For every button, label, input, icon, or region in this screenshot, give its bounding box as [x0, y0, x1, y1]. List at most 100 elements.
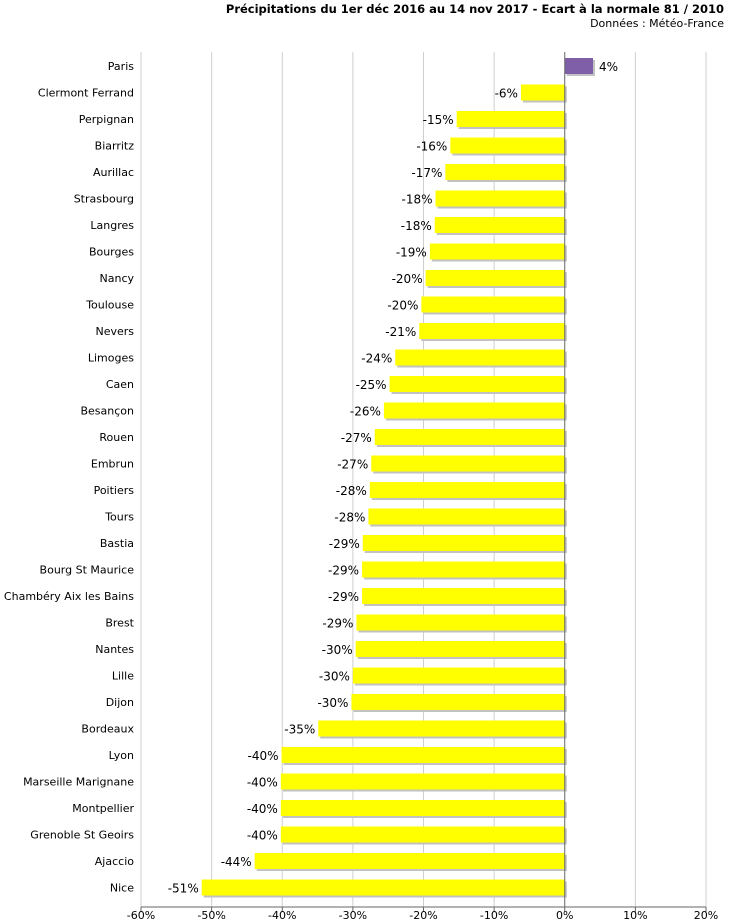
- bar: [369, 482, 565, 498]
- bar: [450, 137, 565, 154]
- bar: [374, 429, 565, 445]
- bar: [383, 402, 565, 419]
- data-label: -18%: [401, 219, 432, 233]
- category-label: Grenoble St Geoirs: [30, 829, 134, 842]
- bar: [352, 667, 565, 684]
- x-tick-label: 10%: [623, 909, 647, 922]
- bar: [389, 376, 565, 392]
- data-label: -6%: [495, 87, 518, 101]
- category-label: Dijon: [106, 696, 134, 709]
- x-tick-label: -40%: [268, 909, 296, 922]
- bar: [351, 694, 565, 710]
- category-label: Lille: [112, 670, 134, 683]
- data-label: -30%: [319, 670, 350, 684]
- bar: [318, 720, 565, 737]
- x-tick-label: -10%: [480, 909, 508, 922]
- data-label: -29%: [328, 564, 359, 578]
- data-label: -40%: [248, 749, 279, 763]
- category-label: Tours: [104, 511, 134, 524]
- category-label: Embrun: [91, 458, 134, 471]
- bar: [435, 190, 565, 207]
- bar: [520, 84, 565, 101]
- bar: [421, 296, 565, 313]
- bar: [434, 217, 565, 233]
- category-label: Clermont Ferrand: [38, 87, 134, 100]
- category-label: Bastia: [100, 537, 134, 550]
- data-label: -29%: [329, 537, 360, 551]
- data-label: -21%: [385, 325, 416, 339]
- category-label: Toulouse: [85, 299, 134, 312]
- x-tick-label: 20%: [694, 909, 718, 922]
- category-label: Bourges: [89, 246, 134, 259]
- category-label: Rouen: [99, 431, 134, 444]
- data-label: -30%: [317, 696, 348, 710]
- bar: [456, 111, 565, 127]
- category-label: Nantes: [95, 643, 134, 656]
- bar: [419, 323, 565, 339]
- x-tick-label: -50%: [197, 909, 225, 922]
- data-label: -26%: [350, 405, 381, 419]
- data-label: -40%: [247, 802, 278, 816]
- data-label: -28%: [336, 484, 367, 498]
- data-label: -17%: [411, 166, 442, 180]
- category-label: Limoges: [88, 352, 134, 365]
- bar: [371, 455, 565, 472]
- bar: [368, 508, 565, 525]
- category-label: Marseille Marignane: [23, 776, 134, 789]
- data-label: -16%: [416, 140, 447, 154]
- bar: [395, 349, 565, 366]
- data-label: -51%: [168, 882, 199, 896]
- x-tick-label: -20%: [409, 909, 437, 922]
- category-label: Brest: [105, 617, 134, 630]
- category-label: Aurillac: [93, 166, 134, 179]
- chart-subtitle: Données : Météo-France: [590, 17, 724, 30]
- data-label: -27%: [341, 431, 372, 445]
- bar: [362, 561, 565, 578]
- chart-title-block: Précipitations du 1er déc 2016 au 14 nov…: [226, 2, 724, 31]
- bar: [429, 243, 565, 260]
- data-label: -28%: [334, 511, 365, 525]
- category-label: Langres: [90, 219, 134, 232]
- data-label: -40%: [247, 829, 278, 843]
- bar: [355, 641, 565, 657]
- category-label: Biarritz: [95, 140, 135, 153]
- category-label: Strasbourg: [74, 193, 134, 206]
- data-label: -29%: [328, 590, 359, 604]
- bar: [254, 853, 565, 869]
- category-label: Nancy: [100, 272, 135, 285]
- data-label: -27%: [337, 458, 368, 472]
- category-label: Montpellier: [72, 802, 134, 815]
- category-label: Lyon: [109, 749, 134, 762]
- data-label: -44%: [221, 855, 252, 869]
- x-tick-label: -30%: [339, 909, 367, 922]
- bar: [280, 800, 565, 816]
- x-tick-label: -60%: [127, 909, 155, 922]
- category-label: Ajaccio: [95, 855, 134, 868]
- category-label: Nice: [110, 882, 134, 895]
- bar: [362, 588, 565, 604]
- category-label: Caen: [106, 378, 134, 391]
- category-label: Chambéry Aix les Bains: [4, 590, 134, 603]
- data-label: -15%: [423, 113, 454, 127]
- category-label: Paris: [108, 60, 134, 73]
- category-label: Perpignan: [79, 113, 134, 126]
- bar: [362, 535, 565, 551]
- data-label: -24%: [361, 352, 392, 366]
- chart-title: Précipitations du 1er déc 2016 au 14 nov…: [225, 2, 724, 16]
- bar: [281, 747, 565, 763]
- category-label: Bourg St Maurice: [40, 564, 135, 577]
- data-label: -40%: [247, 776, 278, 790]
- bar: [445, 164, 565, 180]
- category-label: Bordeaux: [81, 723, 134, 736]
- data-label: -35%: [284, 723, 315, 737]
- data-label: -25%: [356, 378, 387, 392]
- data-label: -20%: [392, 272, 423, 286]
- bar: [280, 773, 565, 790]
- category-label: Nevers: [95, 325, 134, 338]
- category-label: Besançon: [80, 405, 134, 418]
- data-label: -19%: [396, 246, 427, 260]
- x-tick-label: 0%: [556, 909, 573, 922]
- data-label: -20%: [387, 299, 418, 313]
- bar: [280, 826, 565, 843]
